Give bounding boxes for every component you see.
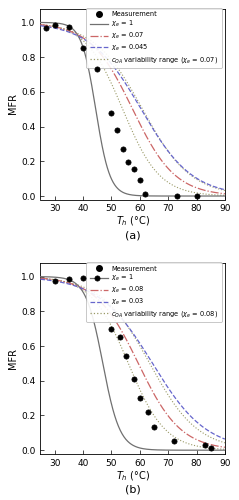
Point [44,24,48,32]
Point [118,334,122,342]
Point [146,408,150,416]
Point [209,444,213,452]
Point [124,352,127,360]
Legend: Measurement, $\chi_e$ = 1, $\chi_e$ = 0.08, $\chi_e$ = 0.03, $c_{OA}$ variabilit: Measurement, $\chi_e$ = 1, $\chi_e$ = 0.… [87,262,222,322]
Point [195,192,198,200]
Point [132,375,136,383]
Point [138,394,142,402]
Point [121,145,125,153]
Text: (a): (a) [125,230,141,240]
Point [172,436,176,444]
Point [81,274,85,282]
Y-axis label: MFR: MFR [8,348,18,368]
Point [95,66,99,74]
Y-axis label: MFR: MFR [8,94,18,114]
Point [109,324,113,332]
Point [53,277,56,285]
Point [152,423,156,431]
Point [126,158,130,166]
X-axis label: $T_h$ (°C): $T_h$ (°C) [116,215,150,228]
Point [138,176,142,184]
Point [95,274,99,282]
Point [203,441,207,449]
X-axis label: $T_h$ (°C): $T_h$ (°C) [116,469,150,482]
Point [175,192,179,200]
Legend: Measurement, $\chi_e$ = 1, $\chi_e$ = 0.07, $\chi_e$ = 0.045, $c_{OA}$ variabili: Measurement, $\chi_e$ = 1, $\chi_e$ = 0.… [87,8,222,68]
Point [53,21,56,29]
Point [132,165,136,173]
Point [67,275,71,283]
Point [109,108,113,116]
Point [67,22,71,30]
Point [115,126,119,134]
Text: (b): (b) [125,484,141,494]
Point [143,190,147,198]
Point [81,44,85,52]
